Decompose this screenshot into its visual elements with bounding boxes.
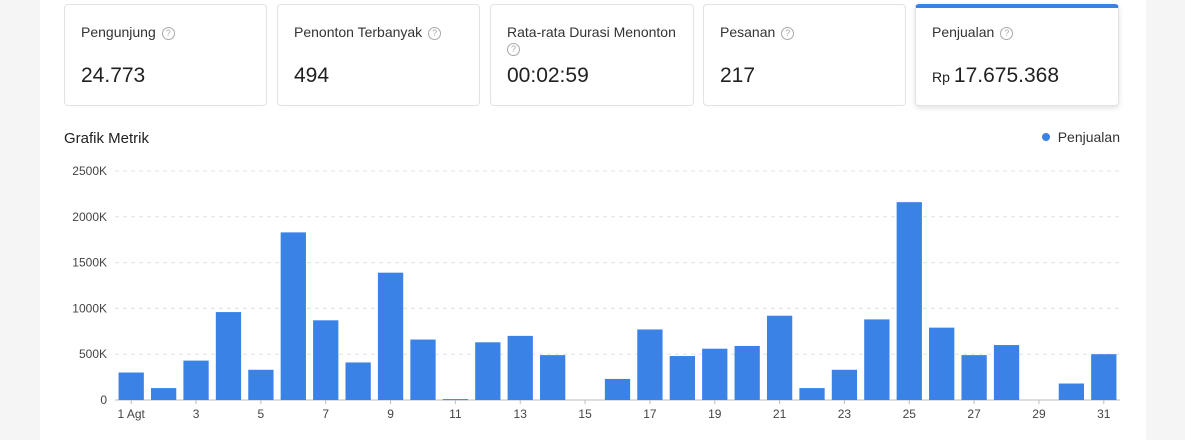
bar-5[interactable] — [248, 369, 274, 400]
bar-18[interactable] — [669, 356, 695, 400]
legend-dot-icon — [1041, 133, 1050, 141]
metric-value: 494 — [294, 63, 329, 89]
bar-23[interactable] — [831, 369, 858, 400]
bar-1[interactable] — [118, 372, 144, 400]
bar-8[interactable] — [345, 362, 371, 400]
metric-label: Rata-rata Durasi Menonton — [507, 24, 676, 40]
bar-7[interactable] — [313, 320, 339, 400]
y-tick-label: 2500K — [72, 164, 107, 178]
bar-16[interactable] — [604, 378, 631, 400]
metric-value-text: 17.675.368 — [953, 64, 1060, 87]
metric-label: Pesanan — [720, 24, 776, 40]
bar-27[interactable] — [961, 355, 987, 400]
bar-19[interactable] — [702, 348, 728, 400]
x-tick-label: 3 — [193, 407, 200, 421]
x-tick-label: 1 Agt — [118, 407, 146, 421]
legend-label: Penjualan — [1057, 129, 1120, 145]
metric-value: 00:02:59 — [507, 63, 589, 89]
bar-2[interactable] — [150, 388, 177, 400]
x-tick-label: 11 — [449, 407, 462, 421]
x-tick-label: 27 — [967, 407, 981, 421]
bar-25[interactable] — [896, 202, 922, 400]
metric-label: Penonton Terbanyak — [294, 24, 423, 40]
x-tick-label: 29 — [1032, 407, 1046, 421]
bar-17[interactable] — [637, 329, 663, 400]
metric-card-durasi[interactable]: Rata-rata Durasi Menonton? 00:02:59 — [490, 4, 694, 106]
bar-30[interactable] — [1058, 383, 1085, 400]
metric-card-pesanan[interactable]: Pesanan? 217 — [703, 4, 906, 106]
metric-label: Penjualan — [932, 24, 995, 40]
y-tick-label: 1500K — [72, 256, 107, 270]
metric-value-text: 00:02:59 — [507, 64, 589, 87]
bar-4[interactable] — [215, 312, 242, 400]
metric-value-text: 24.773 — [81, 64, 146, 87]
chart-legend[interactable]: Penjualan — [1041, 129, 1120, 145]
chart-title: Grafik Metrik — [64, 130, 150, 147]
y-tick-label: 1000K — [72, 301, 107, 315]
metric-value: 24.773 — [81, 63, 145, 89]
help-icon[interactable]: ? — [161, 27, 175, 40]
x-tick-label: 23 — [838, 407, 852, 421]
bar-13[interactable] — [507, 335, 533, 400]
metric-value-text: 217 — [720, 64, 756, 87]
x-tick-label: 31 — [1097, 407, 1111, 421]
bar-9[interactable] — [377, 272, 404, 400]
bar-11[interactable] — [442, 399, 469, 401]
currency-label: Rp — [932, 69, 950, 85]
x-tick-label: 5 — [258, 407, 265, 421]
bar-24[interactable] — [864, 319, 890, 400]
bar-26[interactable] — [929, 327, 955, 400]
metric-value: Rp 17.675.368 — [932, 63, 1059, 90]
bar-20[interactable] — [734, 345, 760, 400]
bar-28[interactable] — [993, 345, 1020, 400]
x-tick-label: 7 — [322, 407, 329, 421]
metric-label: Pengunjung — [81, 24, 156, 40]
bar-3[interactable] — [183, 360, 209, 400]
metric-cards: Pengunjung? 24.773 Penonton Terbanyak? 4… — [64, 4, 1120, 106]
x-tick-label: 17 — [643, 407, 657, 421]
x-tick-label: 13 — [514, 407, 528, 421]
y-tick-label: 2000K — [72, 210, 107, 224]
help-icon[interactable]: ? — [428, 27, 442, 40]
metric-value-text: 494 — [294, 64, 330, 87]
y-tick-label: 0 — [100, 393, 107, 407]
x-tick-label: 19 — [708, 407, 722, 421]
bar-31[interactable] — [1091, 354, 1117, 400]
metric-card-pengunjung[interactable]: Pengunjung? 24.773 — [64, 4, 267, 106]
bar-12[interactable] — [475, 342, 501, 400]
help-icon[interactable]: ? — [507, 43, 520, 56]
bar-6[interactable] — [280, 232, 306, 400]
x-tick-label: 25 — [903, 407, 917, 421]
bar-10[interactable] — [410, 339, 436, 400]
help-icon[interactable]: ? — [1000, 27, 1014, 40]
metric-value: 217 — [720, 63, 755, 89]
metric-card-penonton-terbanyak[interactable]: Penonton Terbanyak? 494 — [277, 4, 480, 106]
x-tick-label: 15 — [578, 407, 592, 421]
metric-card-penjualan[interactable]: Penjualan? Rp 17.675.368 — [915, 4, 1119, 106]
x-tick-label: 21 — [773, 407, 787, 421]
help-icon[interactable]: ? — [781, 27, 795, 40]
bar-14[interactable] — [540, 355, 566, 400]
bar-22[interactable] — [799, 388, 825, 400]
x-tick-label: 9 — [387, 407, 394, 421]
bar-21[interactable] — [766, 315, 793, 400]
y-tick-label: 500K — [79, 347, 107, 361]
